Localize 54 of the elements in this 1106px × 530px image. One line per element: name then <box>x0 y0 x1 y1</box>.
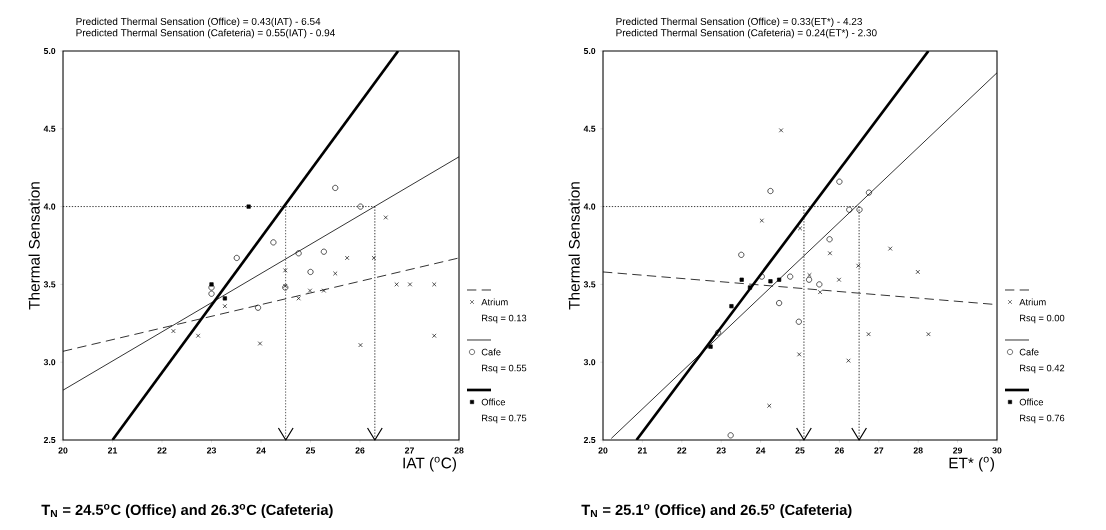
text: Rsq = 0.00 <box>1020 314 1065 324</box>
y-axis-title: Thermal Sensation <box>28 182 40 310</box>
x-tick-label: 20 <box>58 447 68 454</box>
text: T$_{N}$ = 24.5$^{o}$C (Office) and 26.3$^{o}$C (Cafeteria) <box>41 504 333 518</box>
x-tick-label: 27 <box>404 447 414 454</box>
text: T$_{N}$ = 25.1$^{o}$ (Office) and 26.5$^{o}$ (Cafeteria) <box>581 504 852 518</box>
x-axis-title: IAT ($^{o}$C) <box>403 456 457 472</box>
chart-title: Predicted Thermal Sensation (Office) = 0.33(ET*) - 4.23 <box>616 17 862 27</box>
x-tick-label: 23 <box>206 447 216 454</box>
y-tick-label: 3.0 <box>583 359 596 366</box>
y-tick-label: 2.5 <box>583 436 596 444</box>
text: Rsq = 0.55 <box>482 364 527 374</box>
y-tick-label: 3.5 <box>43 281 56 288</box>
x-tick-label: 21 <box>107 447 118 454</box>
y-tick-label: 4.0 <box>43 203 56 210</box>
legend-label: Office <box>1019 398 1044 406</box>
x-tick-label: 26 <box>355 447 365 454</box>
y-tick-label: 4.5 <box>583 125 596 132</box>
x-tick-label: 23 <box>716 447 726 454</box>
y-tick-label: 3.0 <box>43 359 56 366</box>
y-tick-label: 4.5 <box>43 125 56 132</box>
x-tick-label: 25 <box>795 447 805 454</box>
text: Rsq = 0.75 <box>482 414 527 424</box>
x-tick-label: 29 <box>953 447 963 454</box>
x-tick-label: 22 <box>157 447 167 454</box>
x-tick-label: 22 <box>677 447 687 454</box>
legend-label: Atrium <box>481 298 508 306</box>
y-tick-label: 4.0 <box>583 203 596 210</box>
x-tick-label: 27 <box>874 447 884 454</box>
text: Rsq = 0.76 <box>1020 414 1065 424</box>
x-tick-label: 24 <box>256 447 266 454</box>
legend-label: Atrium <box>1019 298 1046 306</box>
x-tick-label: 28 <box>454 447 464 454</box>
x-tick-label: 26 <box>834 447 844 454</box>
legend-label: Office <box>481 398 506 406</box>
legend-label: Cafe <box>481 348 501 356</box>
x-tick-label: 25 <box>305 447 316 454</box>
x-tick-label: 24 <box>756 447 766 454</box>
x-tick-label: 20 <box>598 447 608 454</box>
x-tick-label: 21 <box>637 447 647 454</box>
chart-subtitle: Predicted Thermal Sensation (Cafeteria) = 0.55(IAT) - 0.94 <box>76 28 335 39</box>
legend-label: Cafe <box>1019 348 1039 356</box>
text: Rsq = 0.13 <box>482 314 527 324</box>
y-axis-title: Thermal Sensation <box>568 182 580 310</box>
x-axis-title: ET* ($^{o}$) <box>949 456 995 472</box>
x-tick-label: 30 <box>992 447 1002 454</box>
y-tick-label: 2.5 <box>43 436 56 444</box>
text: Rsq = 0.42 <box>1020 364 1065 374</box>
y-tick-label: 3.5 <box>583 281 596 288</box>
y-tick-label: 5.0 <box>43 47 56 55</box>
chart-subtitle: Predicted Thermal Sensation (Cafeteria) = 0.24(ET*) - 2.30 <box>616 28 877 39</box>
y-tick-label: 5.0 <box>583 47 596 55</box>
x-tick-label: 28 <box>913 447 923 454</box>
chart-title: Predicted Thermal Sensation (Office) = 0.43(IAT) - 6.54 <box>76 17 321 27</box>
